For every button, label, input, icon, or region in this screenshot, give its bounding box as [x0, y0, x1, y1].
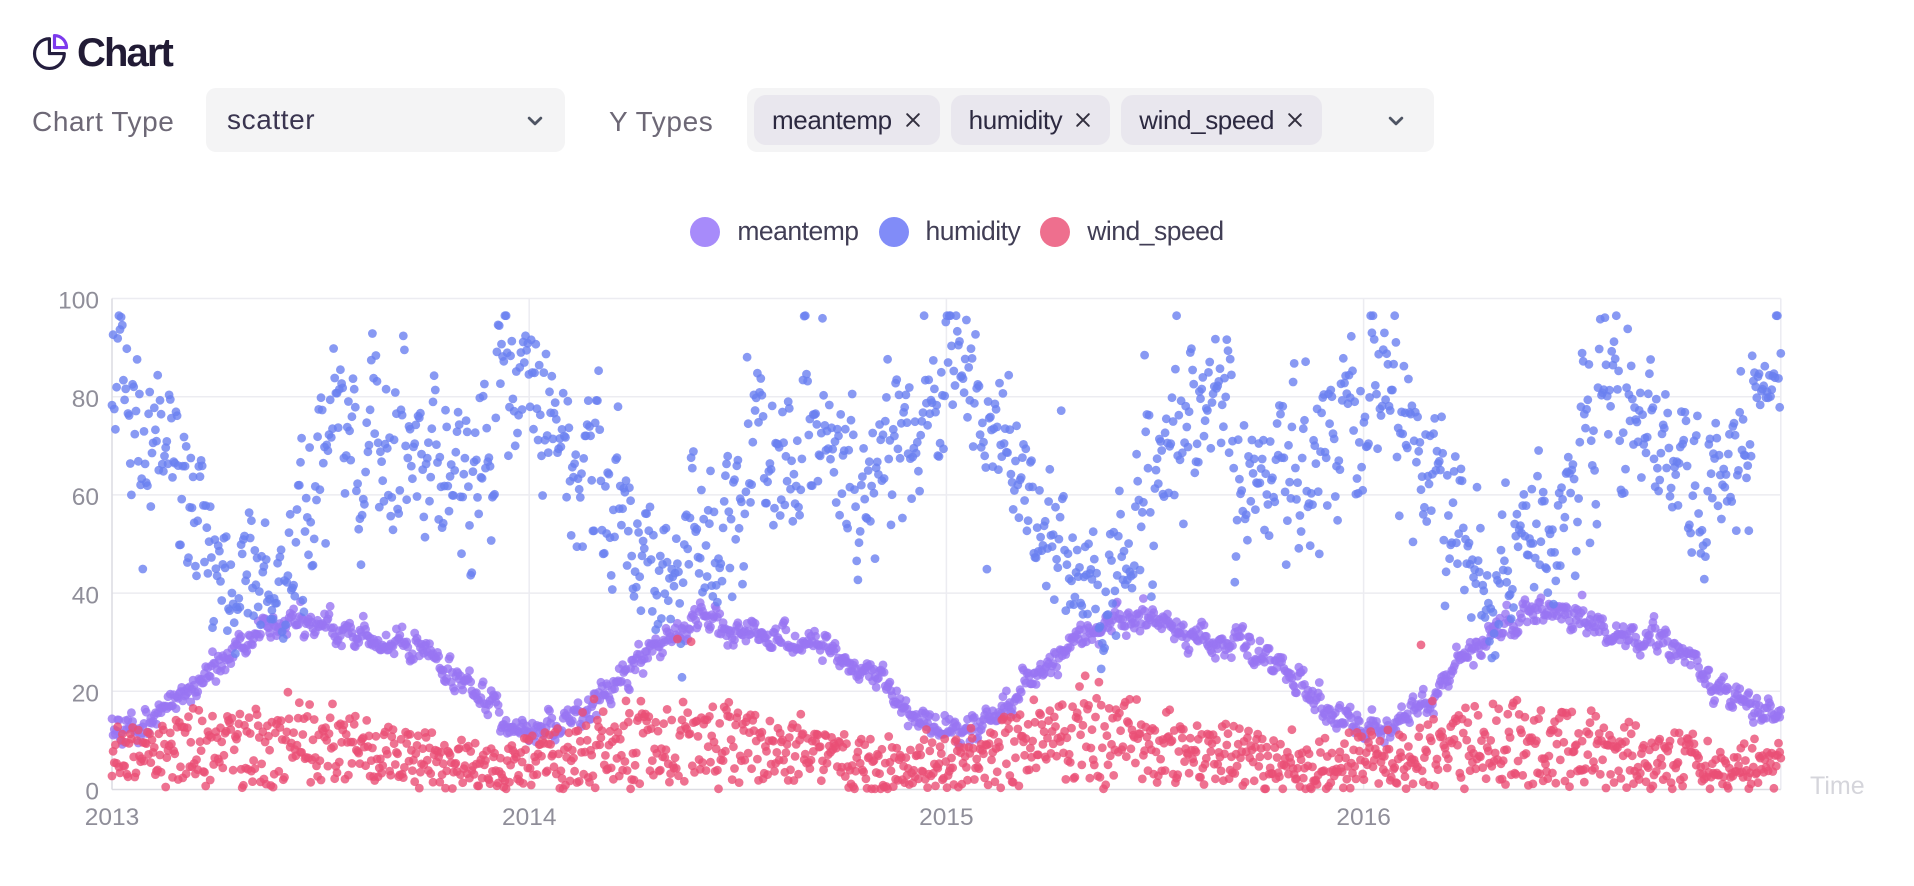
- svg-text:2014: 2014: [502, 804, 557, 831]
- svg-text:60: 60: [72, 484, 99, 511]
- svg-text:80: 80: [72, 386, 99, 413]
- svg-text:Time: Time: [1810, 772, 1865, 800]
- svg-text:2013: 2013: [85, 804, 140, 831]
- svg-text:2016: 2016: [1336, 804, 1391, 831]
- svg-text:40: 40: [72, 582, 99, 609]
- svg-text:0: 0: [85, 779, 99, 806]
- svg-text:100: 100: [58, 288, 99, 315]
- svg-text:2015: 2015: [919, 804, 974, 831]
- svg-text:20: 20: [72, 681, 99, 708]
